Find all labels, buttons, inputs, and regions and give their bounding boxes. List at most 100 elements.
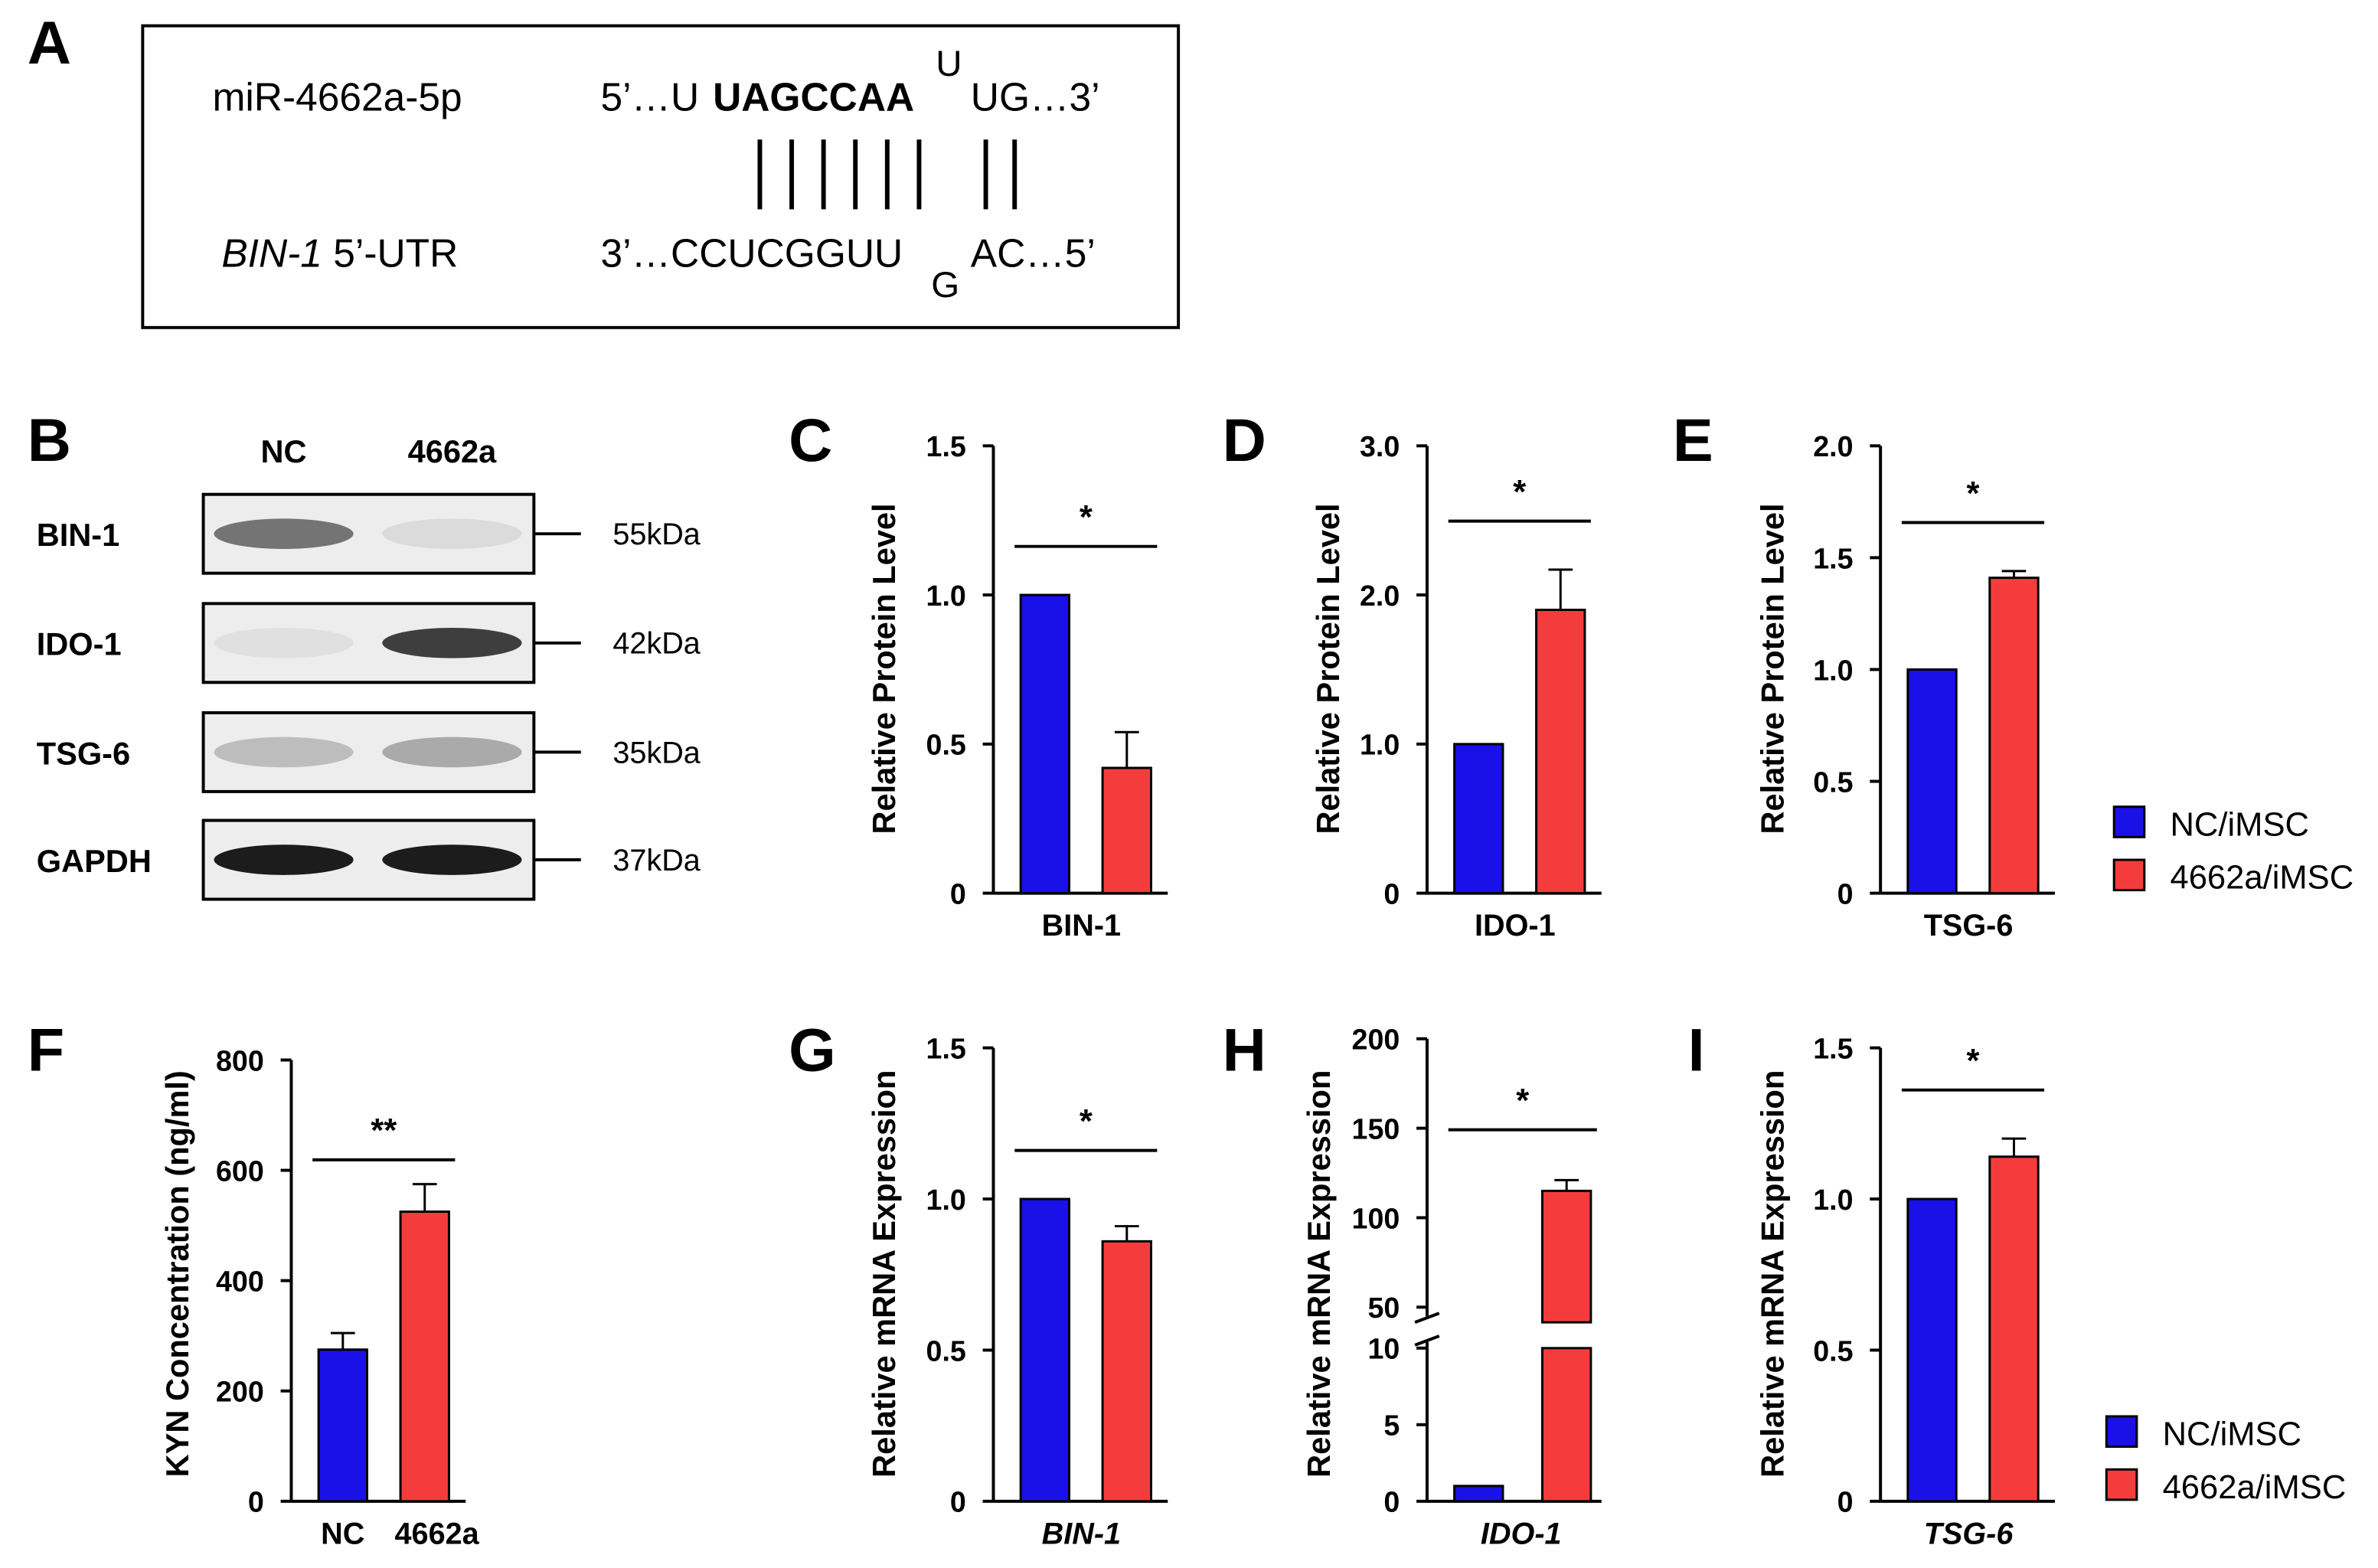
y-axis-label: KYN Concentration (ng/ml) bbox=[159, 1070, 195, 1477]
y-tick-label: 0.5 bbox=[1813, 1334, 1853, 1367]
blot-protein-label: TSG-6 bbox=[37, 735, 130, 771]
mirna-seq-prefix: 5’…U bbox=[601, 75, 700, 119]
bar-nc bbox=[317, 1348, 368, 1503]
y-axis-label: Relative mRNA Expression bbox=[866, 1070, 902, 1478]
significance-mark: * bbox=[1080, 499, 1093, 536]
x-category-label: NC bbox=[321, 1517, 364, 1550]
legend-mir-swatch bbox=[2112, 858, 2146, 892]
y-tick-label: 0 bbox=[950, 877, 966, 910]
legend-mir-label: 4662a/iMSC bbox=[2170, 860, 2354, 897]
bar-4662a bbox=[1101, 1240, 1152, 1503]
y-tick-label: 0 bbox=[1383, 1486, 1400, 1518]
utr-gene: BIN-1 bbox=[221, 231, 322, 276]
blot-band-4662a bbox=[382, 844, 522, 875]
panel-letter-g: G bbox=[789, 1015, 836, 1083]
panel-a-frame bbox=[141, 24, 1181, 329]
bar-4662a bbox=[399, 1210, 450, 1503]
bar-nc bbox=[1906, 668, 1958, 895]
chart-c: 0 0.5 1.0 1.5 * BIN-1 Relative Protein Level bbox=[866, 430, 1168, 942]
chart-g: 0 0.5 1.0 1.5 * BIN-1 Relative mRNA Expression bbox=[866, 1032, 1168, 1550]
legend-nc-label: NC/iMSC bbox=[2170, 806, 2309, 843]
mirna-seq-suffix: UG…3’ bbox=[971, 75, 1100, 119]
axis-break-mark bbox=[1414, 1334, 1440, 1347]
chart-e: 0 0.5 1.0 1.5 2.0 * TSG-6 Relative Protein Leve… bbox=[1754, 430, 2055, 942]
significance-mark: * bbox=[1513, 474, 1526, 511]
y-tick-label: 600 bbox=[216, 1155, 264, 1187]
blot-protein-label: IDO-1 bbox=[37, 626, 122, 662]
chart-h: 0 5 10 50 100 150 200 * IDO-1 Relative mRNA Expre… bbox=[1301, 1024, 1602, 1550]
panel-letter-a: A bbox=[28, 8, 71, 77]
blot-band-nc bbox=[214, 518, 354, 549]
legend-nc-swatch bbox=[2112, 805, 2146, 838]
bar-4662a bbox=[1988, 1155, 2040, 1503]
y-tick-label: 1.0 bbox=[926, 580, 966, 612]
blot-membrane bbox=[201, 492, 536, 575]
chart-d: 0 1.0 2.0 3.0 * IDO-1 Relative Protein Level bbox=[1310, 430, 1602, 942]
chart-f: 0 200 400 600 800 ** NC 4662a KYN Concentration … bbox=[159, 1044, 480, 1550]
y-tick-label: 1.5 bbox=[1813, 1032, 1853, 1064]
blot-protein-label: BIN-1 bbox=[37, 517, 120, 553]
blot-band-4662a bbox=[382, 627, 522, 658]
legend-mir-label: 4662a/iMSC bbox=[2163, 1469, 2347, 1506]
y-tick-label: 1.5 bbox=[926, 1032, 966, 1064]
panel-letter-h: H bbox=[1223, 1015, 1266, 1083]
panel-letter-d: D bbox=[1223, 406, 1266, 474]
x-category-label: 4662a bbox=[395, 1517, 480, 1550]
blot-band-4662a bbox=[382, 518, 522, 549]
utr-bulge: G bbox=[931, 265, 959, 305]
significance-mark: * bbox=[1516, 1083, 1529, 1119]
y-tick-label: 1.5 bbox=[926, 430, 966, 462]
y-tick-label: 5 bbox=[1383, 1410, 1400, 1442]
y-tick-label: 800 bbox=[216, 1044, 264, 1076]
blot-band-nc bbox=[214, 627, 354, 658]
blot-col-4662a: 4662a bbox=[408, 433, 497, 469]
x-axis-label: TSG-6 bbox=[1924, 909, 2014, 942]
y-axis-label: Relative Protein Level bbox=[866, 503, 902, 834]
x-axis-label: BIN-1 bbox=[1042, 1517, 1121, 1550]
blot-size-label: 37kDa bbox=[612, 844, 701, 877]
y-tick-label: 100 bbox=[1352, 1202, 1400, 1234]
panel-letter-c: C bbox=[789, 406, 832, 474]
utr-seq-main: 3’…CCUCGGUU bbox=[601, 231, 903, 276]
blot-size-label: 55kDa bbox=[612, 518, 701, 551]
y-tick-label: 150 bbox=[1352, 1112, 1400, 1145]
y-tick-label: 1.5 bbox=[1813, 542, 1853, 574]
y-tick-label: 3.0 bbox=[1360, 430, 1400, 462]
bar-4662a bbox=[1535, 609, 1586, 895]
y-axis-label: Relative mRNA Expression bbox=[1754, 1070, 1790, 1478]
y-tick-label: 0.5 bbox=[926, 729, 966, 761]
mirna-label: miR-4662a-5p bbox=[212, 75, 462, 119]
significance-mark: * bbox=[1967, 1043, 1980, 1080]
y-axis-label: Relative Protein Level bbox=[1754, 503, 1790, 834]
x-axis-label: IDO-1 bbox=[1475, 909, 1556, 942]
y-axis-label: Relative mRNA Expression bbox=[1301, 1070, 1337, 1478]
y-tick-label: 1.0 bbox=[1813, 1184, 1853, 1216]
significance-mark: * bbox=[1080, 1103, 1093, 1140]
y-tick-label: 50 bbox=[1367, 1292, 1400, 1324]
panel-letters: A B C D E F G H I bbox=[28, 8, 1713, 1083]
blot-row: TSG-6 35kDa bbox=[37, 710, 701, 793]
bar-nc bbox=[1019, 593, 1071, 895]
blot-membrane bbox=[201, 710, 536, 793]
utr-seq-suffix: AC…5’ bbox=[971, 231, 1096, 276]
blot-row: BIN-1 55kDa bbox=[37, 492, 701, 575]
mirna-seed: UAGCCAA bbox=[713, 75, 914, 119]
y-tick-label: 0 bbox=[248, 1486, 264, 1518]
y-tick-label: 0 bbox=[1837, 877, 1854, 910]
bar-4662a-upper bbox=[1541, 1189, 1592, 1324]
blot-protein-label: GAPDH bbox=[37, 843, 152, 879]
blot-band-nc bbox=[214, 844, 354, 875]
utr-label: BIN-1 5’-UTR bbox=[221, 231, 458, 276]
x-axis-label: BIN-1 bbox=[1042, 909, 1121, 942]
y-tick-label: 0 bbox=[950, 1486, 966, 1518]
y-tick-label: 10 bbox=[1367, 1333, 1400, 1365]
panel-letter-e: E bbox=[1673, 406, 1713, 474]
bar-nc bbox=[1019, 1197, 1071, 1503]
blot-band-4662a bbox=[382, 737, 522, 768]
y-tick-label: 200 bbox=[1352, 1024, 1400, 1056]
y-tick-label: 0 bbox=[1837, 1486, 1854, 1518]
blot-row: GAPDH 37kDa bbox=[37, 818, 701, 901]
mirna-bulge: U bbox=[936, 44, 962, 84]
y-tick-label: 0.5 bbox=[1813, 766, 1853, 798]
